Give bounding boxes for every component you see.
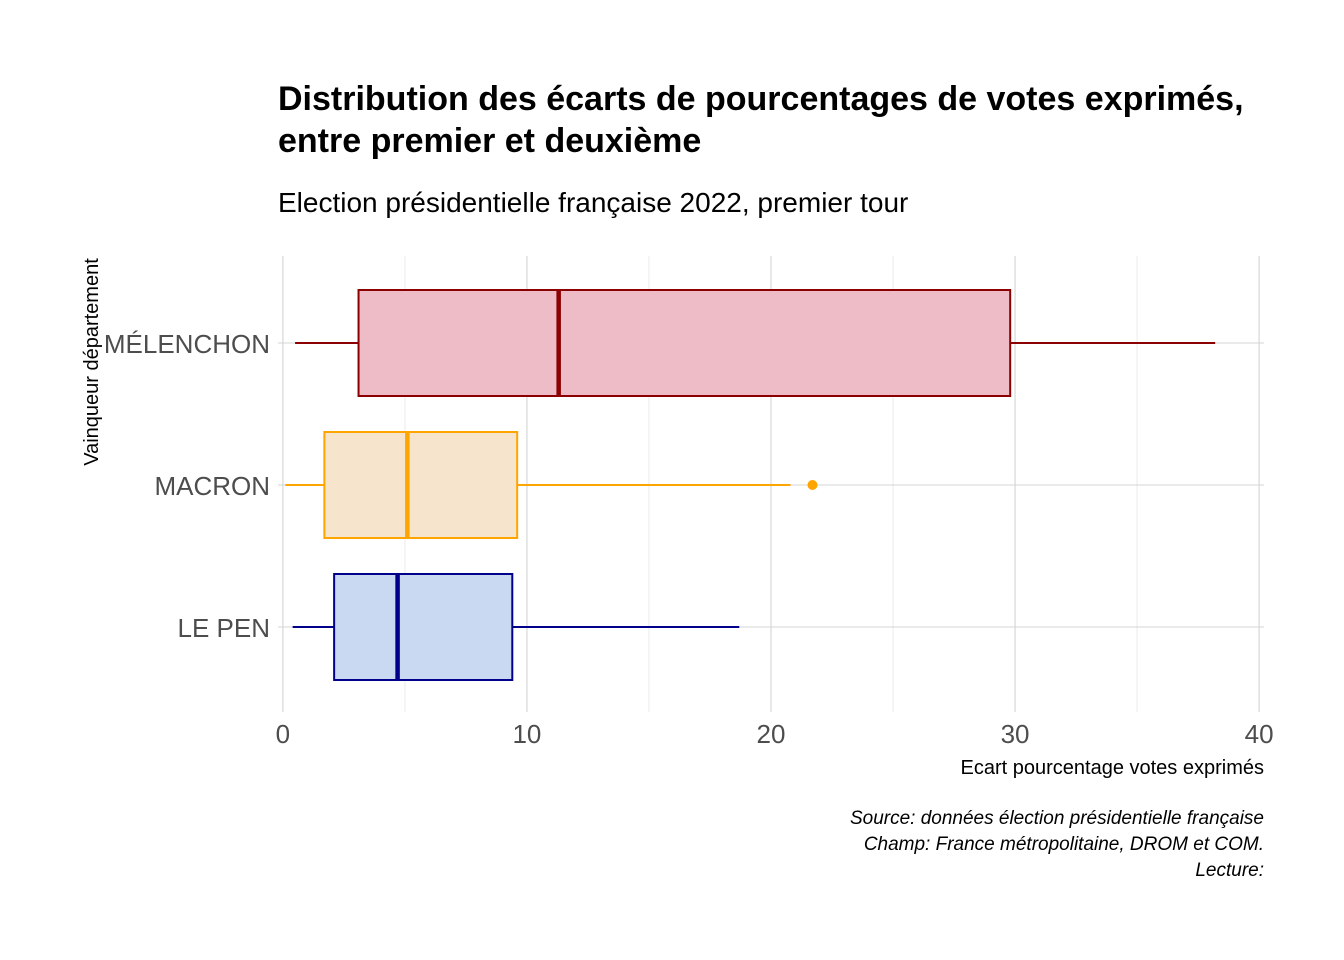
box-iqr — [357, 289, 1012, 397]
x-tick-label: 40 — [1245, 719, 1274, 749]
y-tick-label: LE PEN — [178, 613, 271, 643]
x-axis-title: Ecart pourcentage votes exprimés — [961, 757, 1265, 779]
boxplots — [285, 289, 1216, 681]
boxplot-macron — [285, 431, 818, 539]
x-tick-label: 0 — [276, 719, 290, 749]
chart-subtitle: Election présidentielle française 2022, … — [278, 187, 908, 218]
chart-title: Distribution des écarts de pourcentages … — [278, 80, 1244, 118]
x-tick-label: 10 — [512, 719, 541, 749]
outlier-point — [807, 480, 818, 490]
caption: Source: données élection présidentielle … — [850, 808, 1264, 881]
boxplot-le-pen — [292, 573, 740, 681]
boxplot-m-lenchon — [295, 289, 1216, 397]
caption-line: Lecture: — [1195, 860, 1264, 881]
y-axis-title: Vainqueur département — [81, 258, 103, 466]
caption-line: Source: données élection présidentielle … — [850, 808, 1264, 829]
box-iqr — [333, 573, 514, 681]
y-tick-label: MÉLENCHON — [104, 329, 270, 359]
x-tick-label: 20 — [757, 719, 786, 749]
axis-ticks: 0 10 20 30 40 MÉLENCHON MACRON LE PEN — [104, 329, 1274, 749]
chart-title-line-2: entre premier et deuxième — [278, 122, 701, 160]
y-tick-label: MACRON — [154, 471, 270, 501]
box-iqr — [323, 431, 519, 539]
caption-line: Champ: France métropolitaine, DROM et CO… — [864, 834, 1264, 855]
x-tick-label: 30 — [1001, 719, 1030, 749]
